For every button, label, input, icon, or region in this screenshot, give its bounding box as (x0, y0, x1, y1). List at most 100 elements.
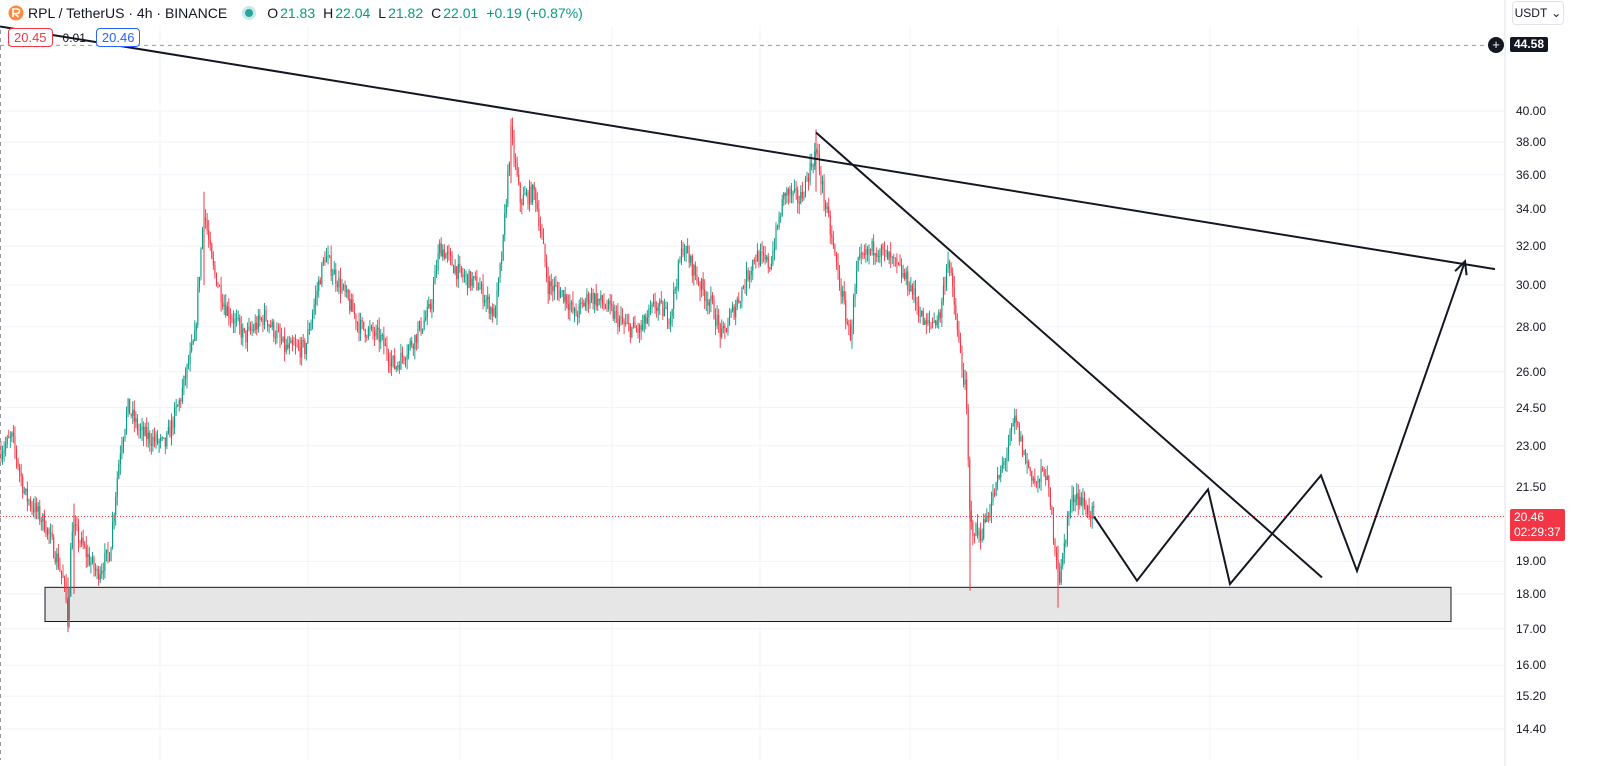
candle-body (375, 329, 377, 337)
candle-body (532, 184, 534, 203)
candle-body (587, 294, 589, 305)
candle-body (188, 363, 190, 365)
candle-body (598, 298, 600, 301)
candle-body (485, 299, 487, 302)
candle-body (639, 325, 641, 333)
candle-body (468, 271, 470, 289)
candle-body (880, 245, 882, 256)
candle-body (225, 304, 227, 316)
candle-body (180, 400, 182, 402)
candle-body (634, 322, 636, 328)
price-axis-tick-label: 36.00 (1516, 167, 1547, 182)
market-open-status-icon (245, 9, 254, 17)
candle-body (175, 406, 177, 408)
candle-body (918, 306, 920, 316)
candle-body (14, 436, 16, 450)
candle-body (938, 312, 940, 321)
candle-body (1034, 478, 1036, 483)
candle-body (941, 300, 943, 318)
drawings-layer[interactable] (0, 25, 1496, 587)
candle-body (139, 430, 142, 431)
candle-body (787, 189, 789, 195)
candle-body (542, 236, 545, 245)
candle-body (944, 285, 946, 287)
symbol-title[interactable]: RPL / TetherUS · 4h · BINANCE (28, 5, 228, 21)
candle-body (17, 459, 19, 467)
candle-body (978, 530, 980, 536)
candle-body (615, 311, 617, 313)
candle-body (370, 326, 372, 329)
candle-body (786, 189, 788, 196)
candle-body (925, 320, 927, 324)
candle-body (167, 427, 169, 433)
candle-body (124, 429, 126, 439)
candle-body (418, 321, 421, 329)
candle-body (81, 537, 83, 544)
candle-body (1060, 565, 1062, 583)
candle-body (327, 255, 329, 257)
candle-body (378, 327, 380, 342)
candle-body (778, 216, 780, 228)
buy-button[interactable]: 20.46 (95, 28, 141, 47)
candle-body (1023, 450, 1025, 456)
candle-body (801, 191, 803, 198)
candle-body (284, 336, 286, 352)
candle-body (525, 192, 527, 195)
candle-body (451, 255, 453, 266)
candle-body (93, 557, 95, 570)
candle-body (76, 524, 78, 527)
close-label: C (431, 5, 442, 21)
candle-body (1028, 461, 1030, 468)
candle-body (1065, 539, 1067, 544)
candle-body (1062, 553, 1064, 566)
candle-body (101, 570, 103, 575)
candle-body (752, 260, 754, 271)
candle-body (64, 577, 66, 582)
candle-body (386, 344, 388, 355)
candle-body (848, 323, 850, 326)
candle-body (1018, 425, 1020, 441)
candle-body (50, 533, 52, 534)
candle-body (563, 290, 565, 302)
candle-body (445, 253, 447, 259)
falling-trendline (815, 131, 1323, 579)
candle-body (674, 288, 676, 290)
candle-body (725, 328, 727, 333)
candle-body (817, 149, 819, 155)
candle-body (126, 412, 128, 430)
candle-body (659, 300, 661, 307)
candle-body (488, 296, 490, 314)
candle-body (505, 204, 507, 214)
candle-body (239, 317, 241, 326)
candle-body (48, 528, 50, 534)
candle-body (215, 273, 217, 286)
currency-button[interactable]: USDT ⌄ (1512, 1, 1564, 25)
candle-body (498, 277, 500, 291)
candle-body (1093, 506, 1095, 508)
candle-body (873, 240, 875, 256)
candle-body (654, 301, 656, 309)
candle-body (228, 306, 230, 318)
candle-body (104, 553, 106, 572)
candle-body (1052, 514, 1054, 541)
candle-body (243, 328, 245, 331)
candle-body (947, 261, 949, 269)
candle-body (738, 299, 740, 303)
candle-body (849, 325, 851, 341)
candle-body (986, 515, 988, 522)
candle-body (307, 329, 309, 344)
candle-body (256, 322, 258, 330)
sell-button[interactable]: 20.45 (8, 28, 53, 47)
candle-body (620, 316, 622, 319)
candle-body (312, 314, 314, 323)
candle-body (798, 202, 800, 204)
candle-body (845, 300, 847, 322)
candle-body (343, 285, 345, 287)
add-alert-plus-icon[interactable]: + (1488, 37, 1504, 53)
candle-body (440, 243, 442, 257)
candle-body (422, 328, 424, 333)
candle-body (804, 178, 806, 197)
candle-body (732, 306, 734, 311)
candle-body (775, 226, 777, 249)
